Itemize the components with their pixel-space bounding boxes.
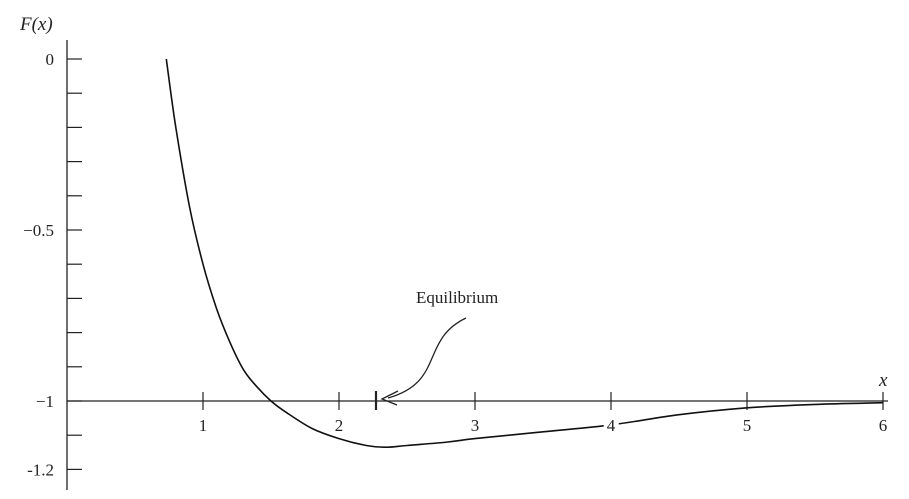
x-tick-label: 6 bbox=[879, 416, 888, 435]
x-tick-label: 5 bbox=[743, 416, 752, 435]
tick-label-bg bbox=[195, 416, 211, 435]
tick-label-bg bbox=[20, 221, 57, 240]
x-tick-label: 3 bbox=[471, 416, 480, 435]
tick-label-bg bbox=[739, 416, 755, 435]
annotation-arrow bbox=[387, 317, 467, 399]
tick-label-bg bbox=[42, 50, 57, 69]
tick-label-bg bbox=[331, 416, 347, 435]
axes bbox=[66, 40, 888, 490]
x-tick-label: 4 bbox=[607, 416, 616, 435]
ticks bbox=[67, 58, 884, 470]
tick-label-bg bbox=[875, 416, 891, 435]
tick-label-bg bbox=[603, 416, 619, 435]
annotation-arrowhead bbox=[380, 390, 399, 406]
y-tick-label: -1.2 bbox=[27, 460, 54, 479]
tick-labels: 0 −0.5 −1 -1.2 1 2 3 4 5 6 bbox=[20, 50, 891, 480]
x-tick-label: 1 bbox=[199, 416, 208, 435]
y-tick-label: 0 bbox=[46, 50, 55, 69]
y-tick-label: −0.5 bbox=[23, 221, 54, 240]
tick-label-bg bbox=[32, 392, 57, 411]
y-axis-title: F(x) bbox=[19, 14, 53, 35]
tick-label-bg bbox=[24, 460, 57, 480]
annotation-group: Equilibrium bbox=[374, 288, 498, 410]
annotation-label: Equilibrium bbox=[416, 288, 498, 307]
y-tick-label: −1 bbox=[36, 392, 54, 411]
series-line bbox=[165, 58, 884, 449]
tick-label-bg bbox=[467, 416, 483, 435]
x-axis-title: x bbox=[878, 370, 888, 391]
x-tick-label: 2 bbox=[335, 416, 344, 435]
